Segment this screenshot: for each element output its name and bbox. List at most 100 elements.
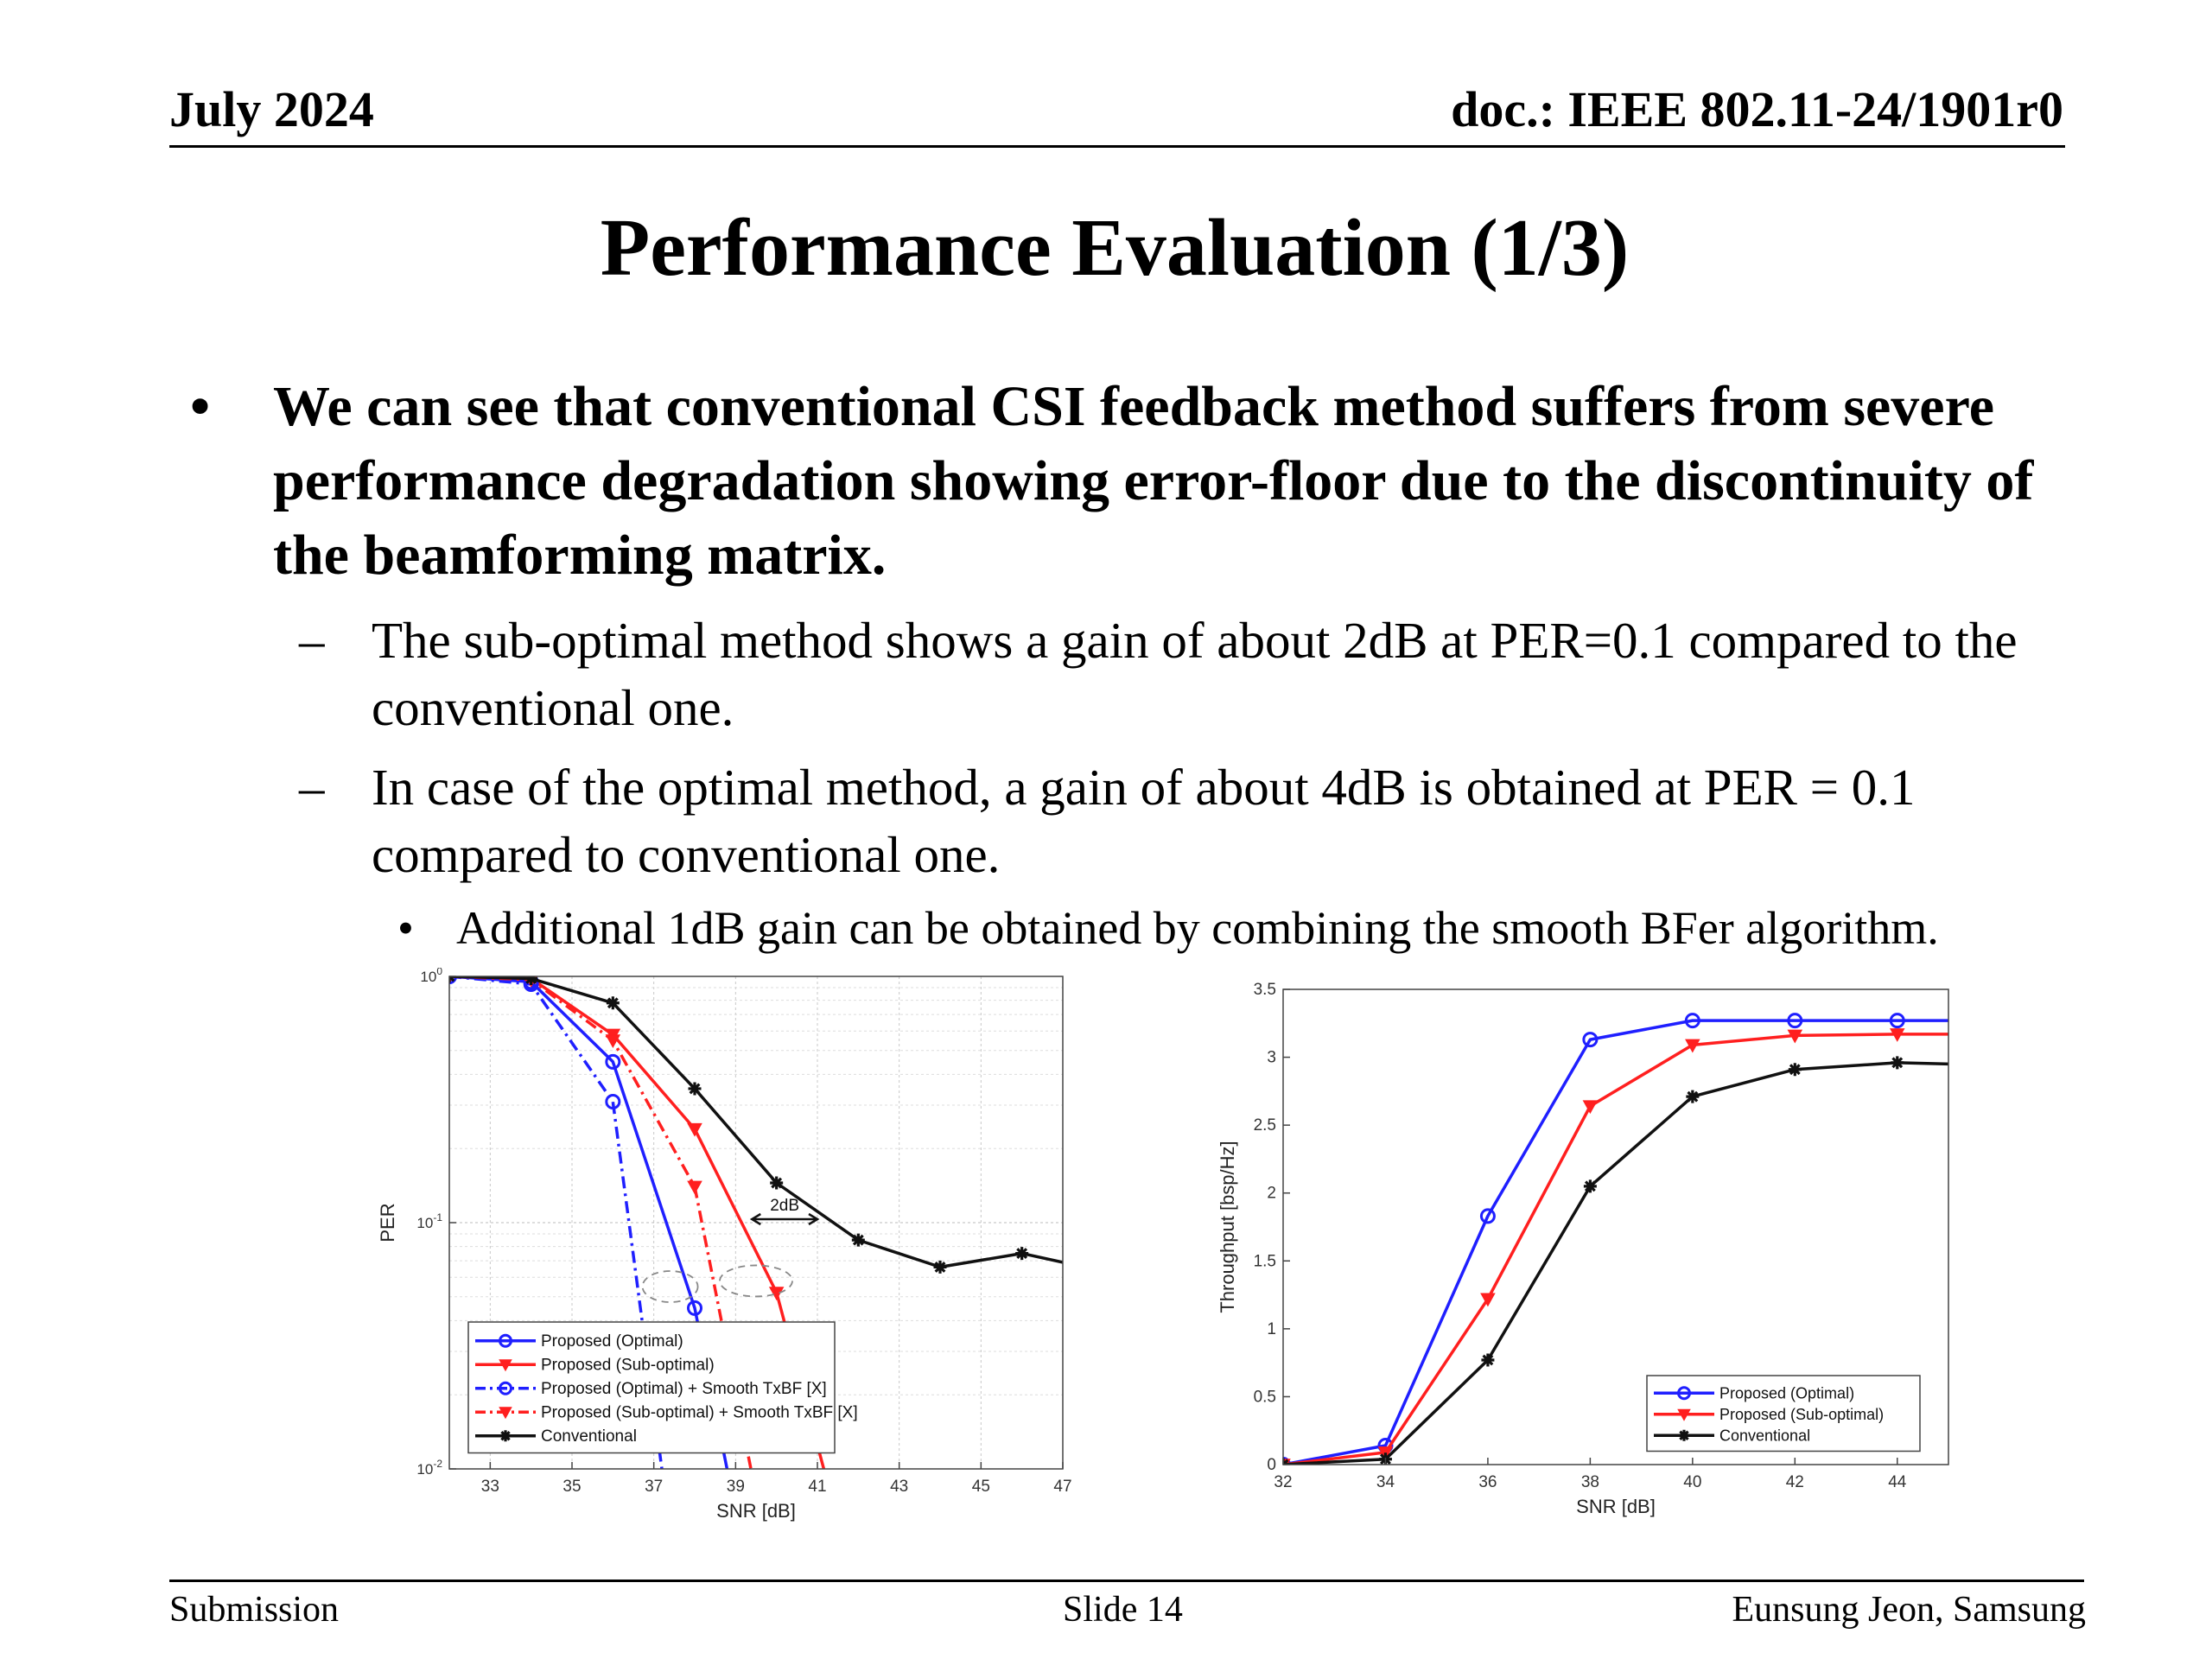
triangle-marker (1787, 1029, 1803, 1044)
y-tick-label: 2.5 (1254, 1116, 1276, 1135)
plot-frame (1282, 988, 1949, 1465)
arrow-head-left (749, 1212, 761, 1226)
y-tick-label: 10-2 (416, 1458, 442, 1478)
legend-label: Conventional (541, 1427, 637, 1446)
star-marker (1015, 1247, 1029, 1261)
star-marker (1788, 1063, 1802, 1077)
legend: Proposed (Optimal) Proposed (Sub-optimal)… (1646, 1375, 1921, 1452)
series-line (1283, 1019, 1948, 1465)
circle-marker (1889, 1013, 1905, 1029)
main-bullet: We can see that conventional CSI feedbac… (273, 375, 2034, 587)
highlight-ellipse (719, 1264, 793, 1298)
y-tick-label: 3 (1267, 1049, 1276, 1067)
triangle-marker (1480, 1293, 1496, 1307)
x-tick-label: 39 (727, 1478, 745, 1496)
bullet-marker: • (397, 902, 414, 954)
y-tick-label: 1 (1267, 1320, 1276, 1338)
sub-bullet-1: The sub-optimal method shows a gain of a… (372, 612, 2018, 736)
y-tick-label: 0 (1267, 1456, 1276, 1474)
star-marker (688, 1082, 702, 1096)
x-tick-label: 38 (1581, 1473, 1599, 1491)
circle-marker (1677, 1386, 1691, 1401)
star-marker (606, 996, 620, 1010)
star-marker (1481, 1353, 1495, 1367)
x-tick-label: 36 (1478, 1473, 1497, 1491)
legend-label: Proposed (Sub-optimal) + Smooth TxBF [X] (541, 1403, 858, 1421)
x-tick-label: 44 (1888, 1473, 1907, 1491)
header-doc-id: doc.: IEEE 802.11-24/1901r0 (1451, 81, 2063, 137)
footer-submission: Submission (169, 1590, 340, 1630)
legend-label: Proposed (Sub-optimal) (541, 1356, 715, 1374)
y-tick-label: 3.5 (1254, 981, 1276, 999)
triangle-marker (605, 1034, 621, 1049)
annotation-label: 2dB (770, 1197, 799, 1215)
series-line (1283, 1033, 1948, 1465)
triangle-marker (687, 1180, 702, 1195)
circle-marker (1479, 1208, 1496, 1224)
bullet-marker: • (190, 375, 211, 438)
series-group (1283, 1028, 1948, 1465)
series-group (449, 976, 1063, 1274)
star-marker (1678, 1429, 1690, 1441)
dash-marker: – (299, 759, 325, 816)
triangle-marker (1685, 1039, 1700, 1053)
y-tick-label: 10-1 (416, 1211, 442, 1231)
star-marker (1583, 1179, 1597, 1193)
x-tick-label: 37 (645, 1478, 663, 1496)
legend: Proposed (Optimal) Proposed (Sub-optimal)… (467, 1321, 858, 1454)
circle-marker (1684, 1013, 1700, 1029)
legend-label: Proposed (Optimal) + Smooth TxBF [X] (541, 1380, 827, 1398)
circle-marker (1582, 1032, 1599, 1048)
x-tick-label: 33 (481, 1478, 499, 1496)
star-marker (524, 976, 538, 986)
x-tick-label: 40 (1683, 1473, 1701, 1491)
triangle-marker (1889, 1028, 1905, 1042)
triangle-marker (499, 1407, 512, 1420)
x-tick-label: 42 (1786, 1473, 1804, 1491)
y-tick-label: 0.5 (1254, 1388, 1276, 1406)
circle-marker (605, 1093, 621, 1109)
x-tick-label: 35 (563, 1478, 581, 1496)
star-marker (933, 1260, 947, 1274)
dash-marker: – (299, 612, 325, 669)
circle-marker (687, 1300, 702, 1316)
legend-label: Proposed (Optimal) (541, 1332, 683, 1351)
triangle-marker (499, 1359, 512, 1372)
y-tick-label: 1.5 (1254, 1252, 1276, 1270)
x-tick-label: 32 (1274, 1473, 1292, 1491)
legend-box (467, 1321, 836, 1454)
star-marker (851, 1233, 865, 1247)
footer-rule (169, 1580, 2084, 1582)
legend-label: Proposed (Optimal) (1719, 1384, 1854, 1402)
y-tick-label: 100 (420, 968, 442, 985)
triangle-marker (1677, 1408, 1691, 1421)
per-chart: 33 35 37 39 41 43 45 47 10-2 10-1 100 SNR [dB] PER Pr… (377, 968, 1072, 1522)
star-marker (770, 1176, 784, 1190)
triangle-marker (1582, 1100, 1599, 1115)
x-axis-label: SNR [dB] (1576, 1496, 1656, 1517)
footer-slide-number: Slide 14 (1063, 1590, 1183, 1630)
triangle-marker (687, 1122, 702, 1137)
arrow-head-right (808, 1212, 820, 1226)
y-tick-label: 2 (1267, 1185, 1276, 1203)
circle-marker (1787, 1013, 1803, 1029)
circle-marker (605, 1053, 621, 1070)
circle-marker (499, 1381, 512, 1395)
footer-author: Eunsung Jeon, Samsung (1732, 1590, 2087, 1630)
header-rule (169, 145, 2065, 148)
series-line (1283, 1061, 1948, 1465)
sub-bullet-2: In case of the optimal method, a gain of… (372, 759, 1916, 883)
series-group (1283, 1013, 1948, 1465)
header-date: July 2024 (169, 81, 374, 137)
sub-sub-bullet: Additional 1dB gain can be obtained by c… (456, 902, 1939, 954)
x-axis-label: SNR [dB] (716, 1500, 796, 1522)
star-marker (499, 1430, 512, 1442)
slide-title: Performance Evaluation (1/3) (600, 203, 1630, 293)
throughput-chart: 32 34 36 38 40 42 44 0 0.5 1 1.5 2 2.5 3 3.5 SNR [dB] Th… (1217, 981, 1949, 1517)
highlight-ellipse (641, 1270, 699, 1303)
y-axis-label: Throughput [bsp/Hz] (1217, 1141, 1238, 1313)
circle-marker (499, 1333, 512, 1348)
x-tick-label: 41 (808, 1478, 826, 1496)
legend-label: Conventional (1719, 1427, 1810, 1444)
star-marker (1891, 1056, 1904, 1070)
